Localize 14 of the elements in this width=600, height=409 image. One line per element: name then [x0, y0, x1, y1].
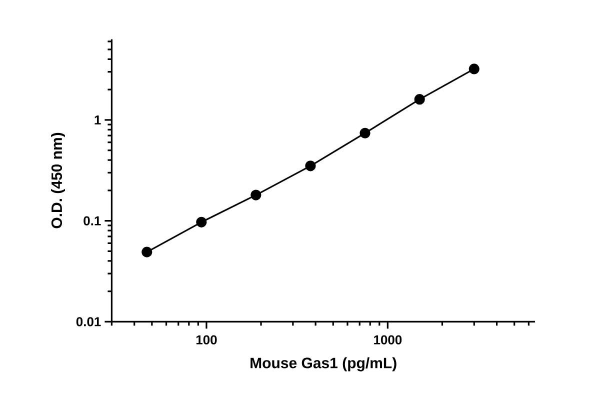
y-axis-title: O.D. (450 nm) — [51, 132, 66, 228]
y-tick-label: 0.01 — [76, 317, 101, 326]
y-tick-label: 0.1 — [84, 216, 101, 226]
x-tick-label: 1000 — [374, 335, 402, 344]
point — [196, 216, 207, 228]
point — [250, 190, 262, 200]
point — [142, 246, 152, 258]
point — [468, 64, 480, 74]
x-tick-label: 100 — [196, 335, 217, 344]
x-axis-title: Mouse Gas1 (pg/mL) — [250, 357, 396, 372]
point — [414, 94, 425, 105]
point — [360, 128, 370, 138]
y-tick-label: 1 — [94, 115, 101, 124]
point — [305, 160, 316, 172]
